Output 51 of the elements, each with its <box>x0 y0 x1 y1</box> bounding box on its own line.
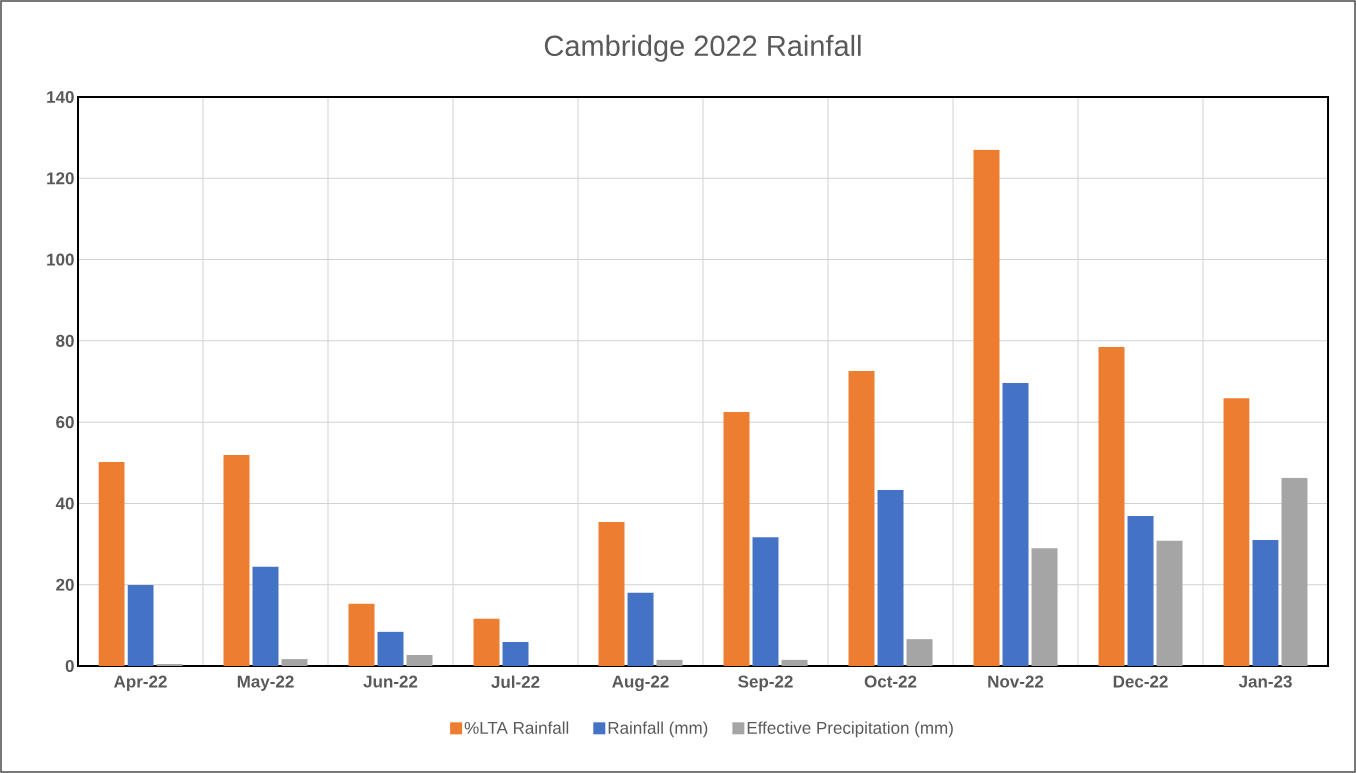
chart-title: Cambridge 2022 Rainfall <box>544 34 861 62</box>
y-tick-label: 140 <box>47 90 74 104</box>
x-tick-label: Jun-22 <box>363 675 418 688</box>
x-tick-label: Jan-23 <box>1238 675 1292 688</box>
x-tick-label: Aug-22 <box>612 675 669 692</box>
bar <box>281 659 308 666</box>
x-tick-label: Sep-22 <box>738 675 793 691</box>
bar <box>1156 540 1183 666</box>
bar <box>752 537 779 666</box>
y-tick-label: 80 <box>56 334 74 347</box>
y-tick-label: 100 <box>47 253 74 266</box>
bar <box>877 490 904 666</box>
bar <box>627 592 654 666</box>
bar <box>473 618 500 666</box>
y-tick-label: 40 <box>55 497 74 510</box>
legend-label: Rainfall (mm) <box>608 721 708 738</box>
bar <box>1098 346 1125 666</box>
bar <box>127 585 154 666</box>
bar <box>252 566 279 666</box>
y-tick-label: 0 <box>65 659 74 673</box>
bar <box>598 522 625 666</box>
bar <box>973 149 1000 666</box>
bar <box>1002 383 1029 666</box>
x-tick-label: Oct-22 <box>864 675 917 688</box>
bar <box>1223 398 1250 666</box>
bar <box>223 455 250 666</box>
legend-label: Effective Precipitation (mm) <box>747 721 953 738</box>
x-tick-label: May-22 <box>237 675 294 691</box>
bar <box>1031 548 1058 666</box>
x-tick-label: Jul-22 <box>491 675 540 689</box>
x-tick-label: Dec-22 <box>1113 675 1168 688</box>
x-tick-label: Apr-22 <box>114 675 167 691</box>
y-tick-label: 60 <box>56 416 74 429</box>
bar <box>1127 516 1154 666</box>
bar <box>1252 540 1279 666</box>
bar <box>848 370 875 666</box>
bar <box>906 639 933 666</box>
x-tick-label: Nov-22 <box>988 675 1044 688</box>
bar <box>348 603 375 666</box>
bar <box>377 631 404 666</box>
bar <box>781 659 808 666</box>
y-tick-label: 120 <box>47 172 74 185</box>
y-tick-label: 20 <box>56 578 74 591</box>
bar <box>406 655 433 666</box>
legend-label: %LTA Rainfall <box>464 721 569 734</box>
bar <box>98 461 125 666</box>
bar <box>1281 477 1308 666</box>
bar <box>156 663 183 666</box>
bar <box>723 411 750 666</box>
bar <box>656 659 683 666</box>
bar <box>502 642 529 666</box>
